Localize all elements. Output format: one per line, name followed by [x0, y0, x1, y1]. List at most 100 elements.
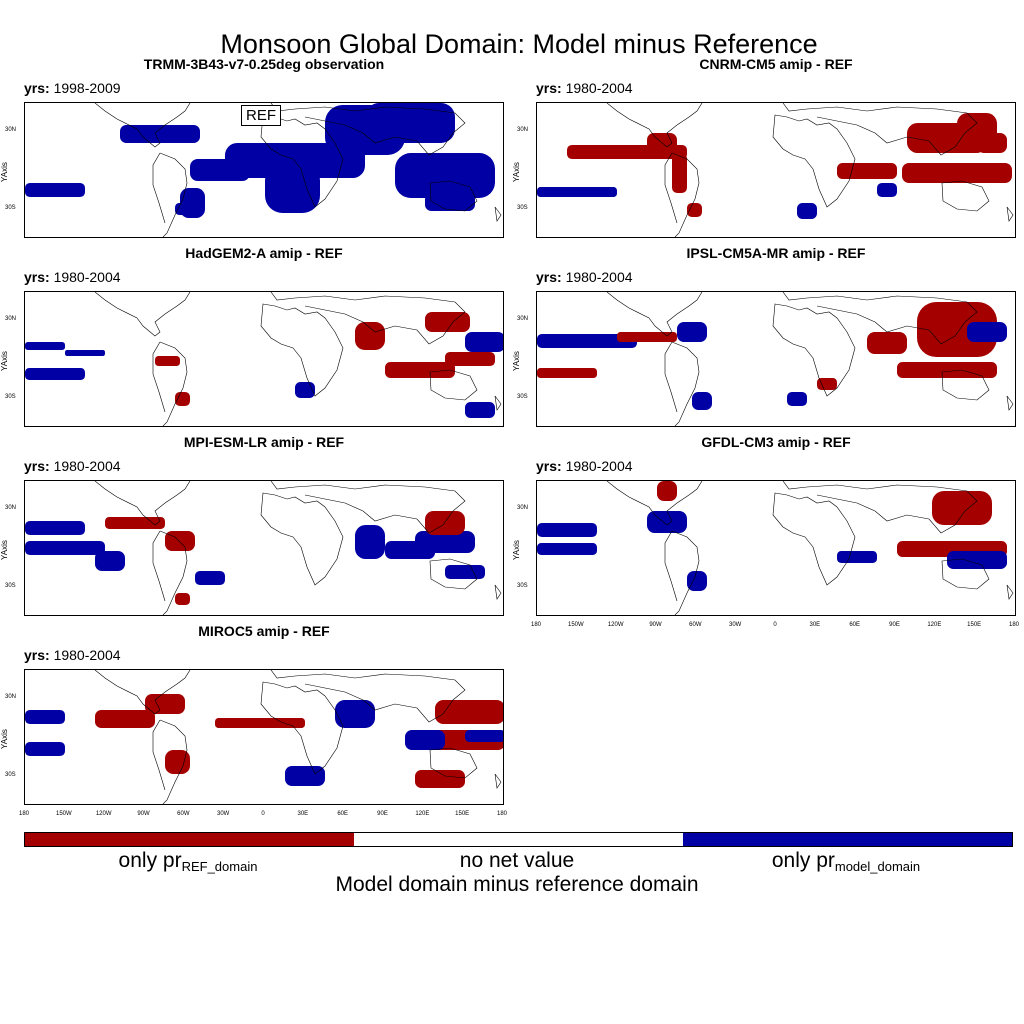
map-svg	[25, 481, 502, 615]
coastline	[270, 292, 466, 345]
ref-only-region	[902, 163, 1012, 183]
x-tick-label: 120E	[927, 622, 942, 628]
x-tick-label: 60E	[337, 811, 348, 817]
ref-only-region	[657, 481, 677, 501]
coastline	[664, 152, 678, 224]
ref-only-region	[95, 710, 155, 728]
ref-only-region	[415, 770, 465, 788]
ref-only-region	[435, 700, 503, 724]
coastline	[94, 292, 191, 337]
ref-only-region	[817, 378, 837, 390]
coastline	[606, 481, 703, 526]
model-only-region	[25, 710, 65, 724]
coastline	[494, 584, 502, 600]
model-only-region	[395, 153, 495, 198]
coastline	[941, 369, 990, 401]
ref-only-region	[425, 511, 465, 535]
model-only-region	[295, 382, 315, 398]
model-only-region	[285, 766, 325, 786]
ref-only-region	[145, 694, 185, 714]
coastline	[152, 341, 166, 413]
ref-only-region	[837, 163, 897, 179]
map-area	[24, 669, 504, 805]
model-only-region	[967, 322, 1007, 342]
map-svg	[25, 670, 503, 804]
coastline	[94, 481, 191, 526]
coastline	[671, 152, 700, 237]
coastline	[782, 103, 978, 156]
y-axis-label: YAxis	[512, 540, 521, 560]
coastline	[152, 719, 166, 791]
panel-years: yrs: 1998-2009	[24, 80, 121, 96]
coastline	[664, 341, 678, 413]
ref-only-region	[537, 368, 597, 378]
model-only-region	[225, 143, 365, 178]
coastline	[494, 206, 502, 222]
x-tick-label: 180	[18, 811, 30, 817]
coastline	[941, 180, 990, 212]
coastline	[664, 530, 678, 602]
coastline	[260, 303, 344, 397]
model-only-region	[837, 551, 877, 563]
x-tick-label: 120W	[607, 622, 624, 628]
x-axis-ticks: 180 150W 120W 90W 60W 30W 0 30E 60E 90E 120E 150E 18…	[19, 811, 507, 821]
map-area	[24, 102, 504, 238]
coastline	[159, 152, 188, 237]
map-svg	[537, 292, 1014, 426]
coastline	[1006, 206, 1014, 222]
x-tick-label: 0	[261, 811, 265, 817]
coastline	[782, 481, 978, 534]
coastline	[606, 292, 703, 337]
model-only-region	[465, 332, 503, 352]
coastline	[94, 103, 191, 148]
panel-title: MPI-ESM-LR amip - REF	[183, 434, 345, 450]
colorbar-only-ref	[25, 833, 354, 846]
colorbar-label-model: only prmodel_domain	[771, 849, 921, 874]
coastline	[772, 114, 856, 208]
coastline	[941, 558, 990, 590]
x-tick-label: 180	[1008, 622, 1020, 628]
ref-only-region	[917, 302, 997, 357]
colorbar-only-model	[683, 833, 1012, 846]
x-tick-label: 60W	[177, 811, 190, 817]
model-only-region	[797, 203, 817, 219]
x-tick-label: 0	[773, 622, 777, 628]
ref-only-region	[617, 332, 677, 342]
y-tick-label: 30S	[517, 394, 528, 400]
model-only-region	[537, 187, 617, 197]
x-tick-label: 30W	[728, 622, 742, 628]
x-tick-label: 90E	[889, 622, 900, 628]
map-svg	[537, 481, 1014, 615]
y-axis-label: YAxis	[0, 729, 9, 749]
colorbar-title: Model domain minus reference domain	[335, 873, 699, 896]
map-svg	[537, 103, 1014, 237]
x-tick-label: 150W	[55, 811, 72, 817]
ref-only-region	[977, 133, 1007, 153]
coastline	[1006, 584, 1014, 600]
y-tick-label: 30N	[5, 316, 17, 322]
panel-title: MIROC5 amip - REF	[198, 623, 330, 639]
ref-only-region	[175, 392, 190, 406]
y-tick-label: 30S	[5, 583, 16, 589]
coastline	[260, 114, 344, 208]
coastline	[429, 558, 478, 590]
model-only-region	[265, 163, 320, 213]
model-only-region	[95, 551, 125, 571]
model-only-region	[687, 571, 707, 591]
colorbar-label-none: no net value	[459, 849, 575, 872]
panel-years: yrs: 1980-2004	[536, 458, 633, 474]
y-tick-label: 30N	[5, 127, 17, 133]
ref-only-region	[385, 362, 455, 378]
y-tick-label: 30S	[5, 205, 16, 211]
coastline	[606, 103, 703, 148]
coastline	[772, 492, 856, 586]
colorbar	[24, 832, 1013, 847]
coastline	[152, 152, 166, 224]
x-tick-label: 90W	[649, 622, 662, 628]
x-tick-label: 120W	[95, 811, 112, 817]
panel-years: yrs: 1980-2004	[536, 269, 633, 285]
ref-only-region	[105, 517, 165, 529]
ref-only-region	[932, 491, 992, 525]
ref-only-region	[687, 203, 702, 217]
map-area	[24, 480, 504, 616]
